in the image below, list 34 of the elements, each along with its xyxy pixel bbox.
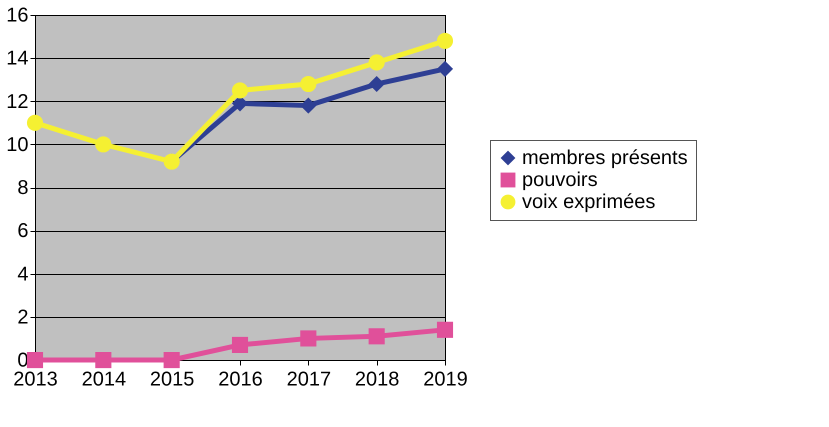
legend-label: membres présents [522, 147, 688, 169]
y-tick-label: 8 [17, 177, 28, 199]
x-tick-label: 2014 [82, 368, 126, 390]
point [300, 330, 316, 346]
point [368, 76, 385, 92]
x-tick-label: 2016 [218, 368, 263, 390]
y-tick-label: 10 [6, 134, 28, 156]
x-tick-label: 2019 [423, 368, 468, 390]
x-tick-label: 2013 [13, 368, 58, 390]
point [300, 98, 316, 114]
x-tick-label: 2018 [354, 368, 400, 390]
point [164, 352, 180, 368]
point [436, 60, 454, 77]
point [436, 32, 454, 49]
point [232, 82, 248, 99]
x-tick-label: 2015 [150, 368, 194, 390]
y-tick-label: 2 [17, 306, 28, 328]
legend-label: pouvoirs [522, 169, 598, 191]
x-tick-label: 2017 [286, 368, 332, 390]
point [368, 328, 385, 344]
point [368, 54, 385, 70]
point [95, 136, 112, 152]
y-tick-label: 4 [17, 263, 28, 286]
y-tick-label: 12 [6, 90, 28, 113]
point [300, 76, 316, 92]
point [26, 352, 44, 368]
point [232, 336, 248, 353]
y-tick-label: 6 [17, 220, 28, 242]
legend-label: voix exprimées [522, 191, 656, 213]
y-tick-label: 14 [6, 48, 28, 70]
point [95, 352, 112, 368]
y-tick-label: 16 [6, 4, 28, 26]
point [436, 322, 454, 338]
point [26, 114, 44, 131]
